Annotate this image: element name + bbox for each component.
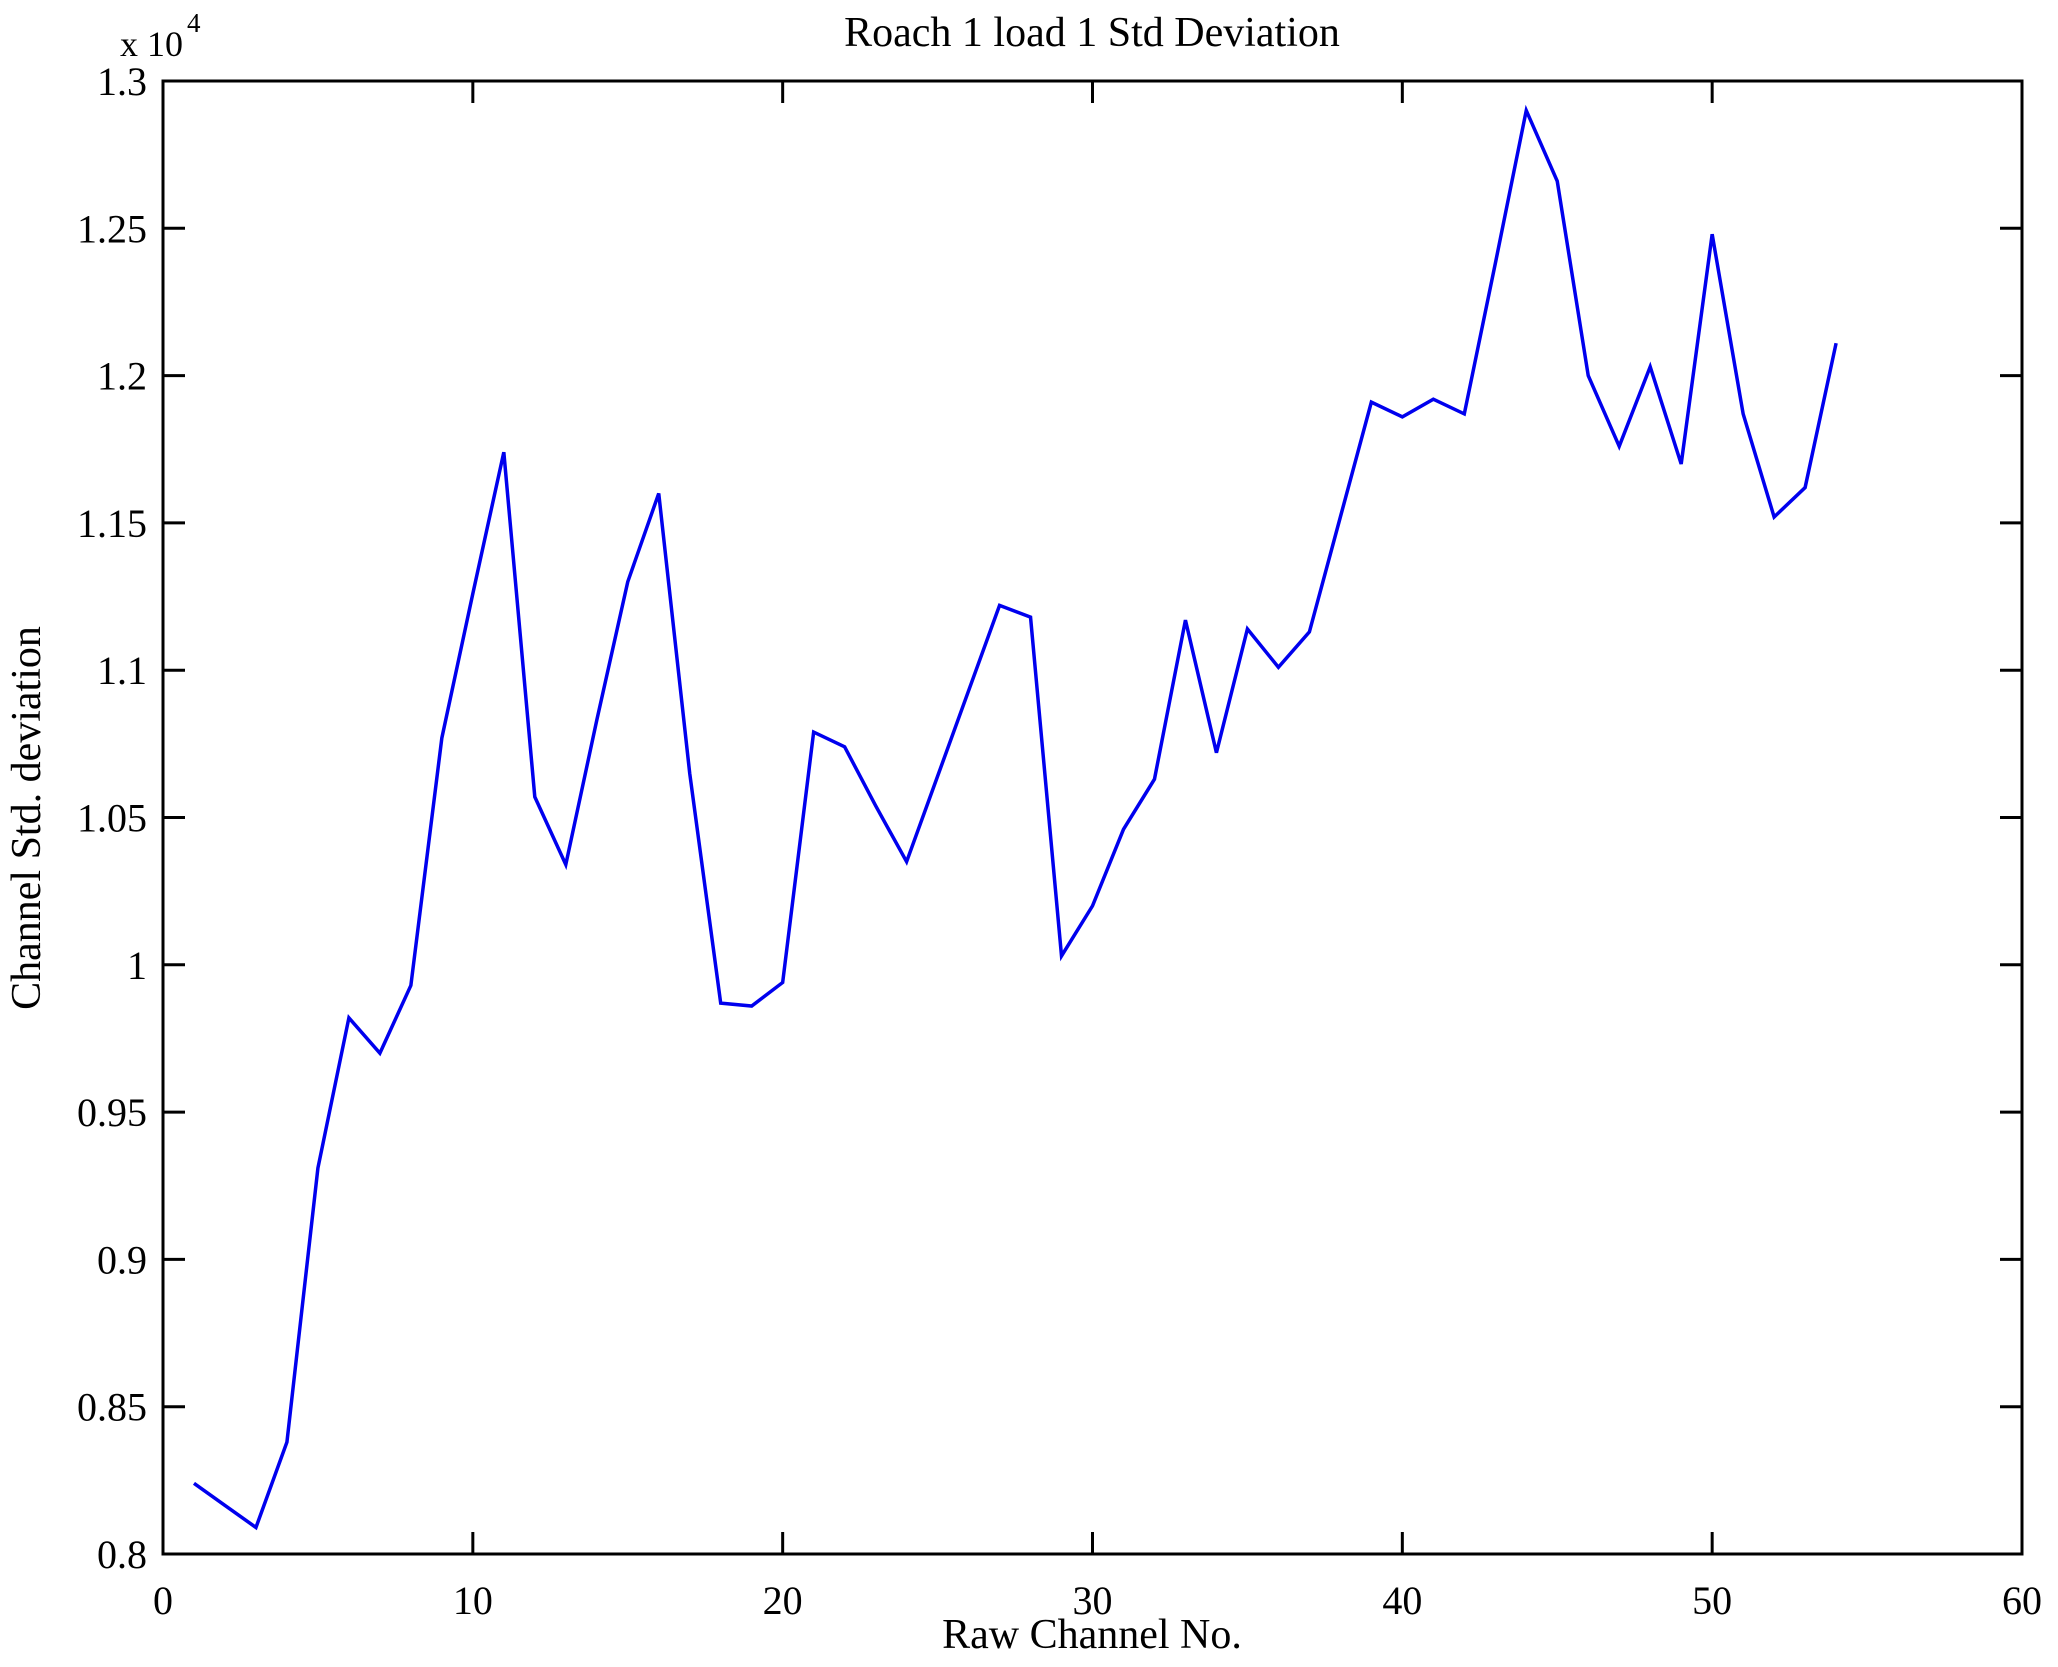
x-tick-label: 20: [763, 1578, 803, 1623]
data-line: [192, 104, 1838, 1531]
y-tick-label: 1.3: [97, 59, 147, 104]
x-tick-label: 10: [453, 1578, 493, 1623]
y-tick-label: 0.85: [77, 1385, 147, 1430]
y-tick-label: 0.8: [97, 1532, 147, 1577]
plot-box: [161, 79, 2024, 1556]
x-tick-label: 50: [1692, 1578, 1732, 1623]
x-tick-label: 40: [1382, 1578, 1422, 1623]
x-axis-ticks: [161, 81, 2024, 1554]
y-tick-label: 0.95: [77, 1090, 147, 1135]
y-tick-label: 1.2: [97, 354, 147, 399]
x-tick-label: 60: [2002, 1578, 2042, 1623]
y-axis-multiplier-exponent: 4: [187, 8, 201, 38]
y-tick-label: 1.05: [77, 796, 147, 841]
x-axis-label: Raw Channel No.: [942, 1612, 1242, 1658]
y-axis-ticks: [163, 79, 2022, 1556]
x-tick-label: 30: [1073, 1578, 1113, 1623]
y-axis-label: Channel Std. deviation: [4, 626, 50, 1010]
y-tick-label: 0.9: [97, 1237, 147, 1282]
y-axis-multiplier-base: x 10: [120, 24, 183, 64]
y-axis-multiplier: x 10 4: [120, 8, 201, 64]
y-tick-label: 1.1: [97, 648, 147, 693]
y-tick-label: 1.25: [77, 206, 147, 251]
x-axis-tick-labels: 0 10 20 30 40 50 60: [153, 1578, 2042, 1623]
y-axis-tick-labels: 0.8 0.85 0.9 0.95 1 1.05 1.1 1.15 1.2 1.25 1.3: [77, 59, 147, 1577]
y-tick-label: 1.15: [77, 501, 147, 546]
x-tick-label: 0: [153, 1578, 173, 1623]
chart-title: Roach 1 load 1 Std Deviation: [844, 10, 1340, 56]
y-tick-label: 1: [127, 943, 147, 988]
